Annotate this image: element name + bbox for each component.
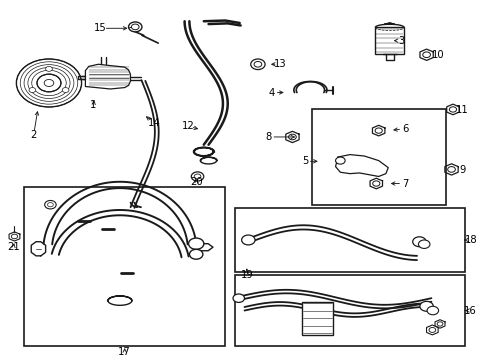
Text: 19: 19: [240, 270, 253, 280]
Bar: [302, 302, 332, 335]
Text: 7: 7: [401, 179, 407, 189]
Text: 1: 1: [90, 100, 97, 110]
Circle shape: [412, 237, 425, 247]
Text: 2: 2: [30, 130, 37, 140]
Text: 11: 11: [455, 105, 468, 115]
Circle shape: [128, 22, 142, 32]
Circle shape: [232, 294, 244, 302]
Bar: [311, 109, 445, 205]
Text: 18: 18: [464, 235, 476, 245]
Text: 5: 5: [301, 156, 307, 166]
Circle shape: [250, 59, 264, 69]
Text: 8: 8: [265, 132, 271, 142]
Circle shape: [189, 249, 203, 259]
Text: 17: 17: [118, 347, 131, 357]
Circle shape: [62, 87, 69, 93]
Circle shape: [29, 87, 36, 93]
Circle shape: [188, 238, 203, 249]
Bar: [375, 27, 403, 54]
Bar: [234, 208, 464, 272]
Circle shape: [426, 306, 438, 315]
Text: 12: 12: [181, 121, 194, 131]
Circle shape: [17, 59, 81, 107]
Bar: [234, 275, 464, 346]
Bar: [24, 187, 225, 346]
Circle shape: [44, 80, 54, 86]
Text: 10: 10: [431, 50, 444, 60]
Circle shape: [335, 157, 345, 164]
Text: 20: 20: [190, 177, 203, 188]
Text: 14: 14: [148, 118, 161, 128]
Circle shape: [37, 74, 61, 92]
Circle shape: [191, 172, 203, 181]
Text: 21: 21: [7, 242, 20, 252]
Circle shape: [418, 240, 429, 248]
Text: 6: 6: [401, 124, 407, 134]
Circle shape: [419, 301, 432, 311]
Text: 9: 9: [458, 165, 465, 175]
Text: 3: 3: [398, 36, 404, 46]
Circle shape: [45, 66, 52, 71]
Circle shape: [241, 235, 255, 245]
Text: 16: 16: [464, 306, 476, 315]
Text: 4: 4: [268, 87, 274, 98]
Polygon shape: [85, 64, 130, 89]
Text: 13: 13: [274, 59, 286, 69]
Circle shape: [44, 201, 56, 209]
Text: 15: 15: [94, 23, 107, 33]
